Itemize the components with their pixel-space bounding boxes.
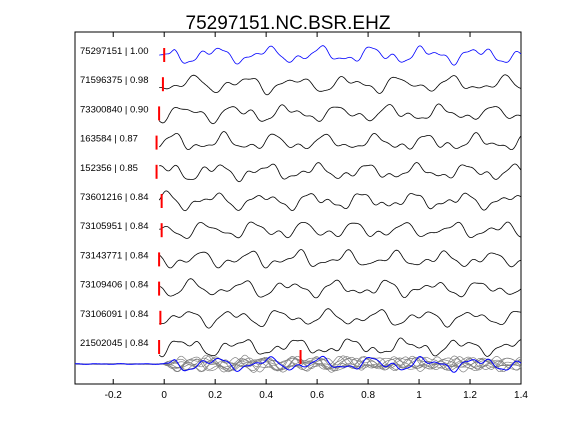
trace-line [159,221,522,239]
x-tick-label: 0.8 [361,390,375,401]
trace-line [159,45,522,66]
trace-line [159,308,522,329]
x-tick-label: 0.6 [310,390,324,401]
x-tick-label: 0.2 [208,390,222,401]
chart-title: 75297151.NC.BSR.EHZ [186,13,391,34]
x-tick-label: -0.2 [105,390,123,401]
trace-line [159,74,522,96]
x-tick-label: 1.2 [463,390,477,401]
trace-label: 73106091 | 0.84 [80,309,149,320]
trace-line [158,190,522,212]
trace-line [159,162,522,183]
x-axis: -0.2 0 0.2 0.4 0.6 0.8 1 1.2 1.4 [105,32,528,401]
trace-line [159,278,522,299]
x-tick-label: 1.4 [514,390,528,401]
x-tick-label: 0.4 [259,390,273,401]
trace-label: 73143771 | 0.84 [80,250,149,261]
trace-label: 73109406 | 0.84 [80,280,149,291]
stack-reference-line [74,355,522,373]
trace-label: 152356 | 0.85 [80,163,138,174]
trace-line [158,131,522,150]
trace-label: 71596375 | 0.98 [80,75,149,86]
x-tick-label: 1 [416,390,422,401]
trace-line [158,337,522,358]
waveform-traces [158,45,522,358]
trace-label: 73601216 | 0.84 [80,192,149,203]
trace-label: 73105951 | 0.84 [80,221,149,232]
trace-line [158,103,522,125]
trace-labels: 75297151 | 1.00 71596375 | 0.98 73300840 |… [80,46,149,349]
plot-area [74,31,522,385]
trace-line [158,249,522,269]
phase-picks [155,48,302,364]
trace-label: 21502045 | 0.84 [80,338,149,349]
trace-label: 75297151 | 1.00 [80,46,149,57]
overlay-stack [74,354,522,373]
x-tick-label: 0 [161,390,167,401]
trace-label: 163584 | 0.87 [80,134,138,145]
trace-label: 73300840 | 0.90 [80,104,149,115]
